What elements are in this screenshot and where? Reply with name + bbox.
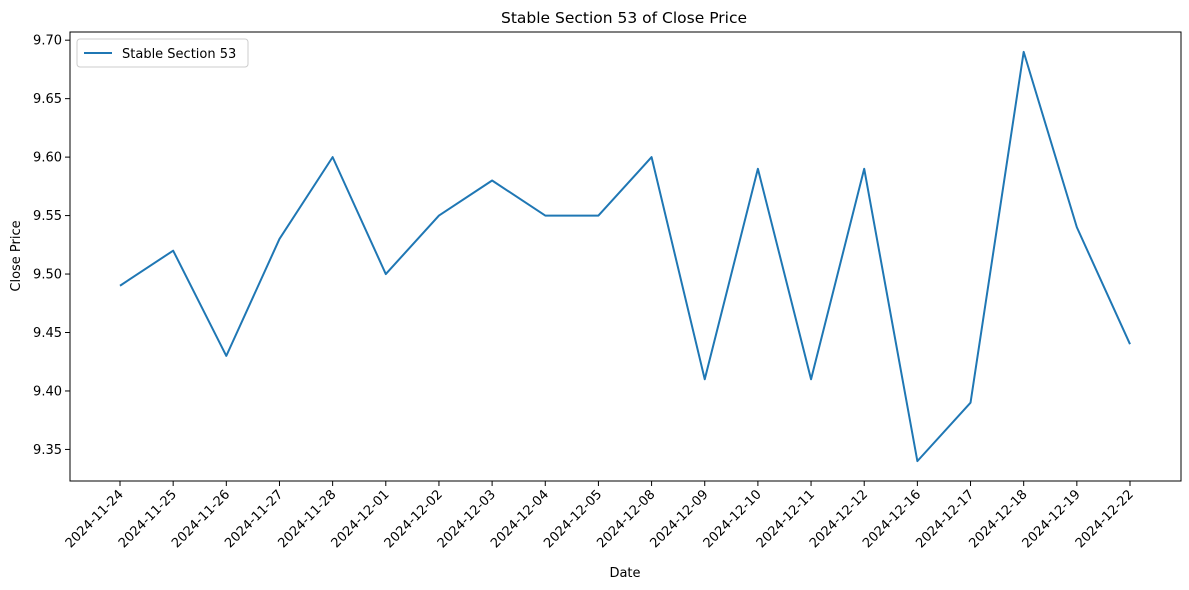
y-tick-label: 9.40 [33, 384, 62, 399]
legend: Stable Section 53 [76, 38, 249, 68]
legend-label: Stable Section 53 [122, 47, 236, 62]
x-axis: 2024-11-242024-11-252024-11-262024-11-27… [63, 481, 1137, 551]
y-tick-label: 9.60 [33, 151, 62, 166]
y-tick-label: 9.70 [33, 34, 62, 49]
y-axis-label: Close Price [9, 220, 24, 291]
y-axis: 9.35 9.40 9.45 9.50 9.55 9.60 9.65 9.70 [33, 34, 70, 458]
legend-box [76, 38, 249, 68]
y-tick-label: 9.65 [33, 92, 62, 107]
y-tick-label: 9.45 [33, 326, 62, 341]
series-layer [119, 50, 1131, 463]
x-axis-label: Date [609, 566, 640, 581]
plot-frame [69, 31, 1182, 482]
y-tick-label: 9.50 [33, 268, 62, 283]
series-line [119, 50, 1131, 463]
y-tick-label: 9.35 [33, 443, 62, 458]
y-tick-label: 9.55 [33, 209, 62, 224]
plot-area [69, 31, 1182, 482]
chart-title: Stable Section 53 of Close Price [501, 9, 747, 27]
